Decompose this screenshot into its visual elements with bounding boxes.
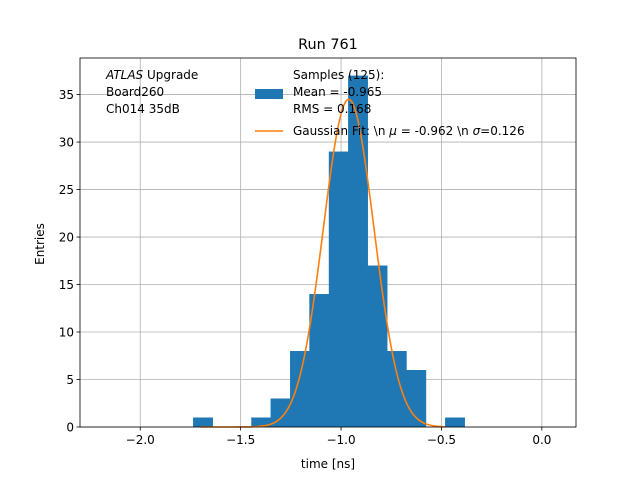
histogram-bar	[290, 351, 310, 427]
legend-histogram-label: Samples (125):	[293, 68, 384, 82]
y-tick-label: 0	[66, 421, 74, 435]
histogram-bar	[386, 351, 407, 427]
x-tick-label: −0.5	[427, 433, 456, 447]
x-tick-label: −1.5	[226, 433, 255, 447]
annotation-italic: ATLAS	[105, 68, 144, 82]
histogram-bar	[348, 75, 368, 428]
legend-fit-label-part: μ	[388, 124, 397, 138]
histogram-bar	[251, 417, 272, 427]
x-axis-label: time [ns]	[301, 457, 355, 471]
legend-histogram-label: RMS = 0.168	[293, 102, 371, 116]
annotation-text: Ch014 35dB	[106, 102, 180, 116]
y-tick-label: 20	[59, 231, 74, 245]
histogram-bar	[445, 417, 465, 427]
histogram-bar	[309, 294, 330, 427]
y-tick-label: 15	[59, 278, 74, 292]
annotation-rest: Board260	[106, 85, 164, 99]
y-tick-label: 35	[59, 88, 74, 102]
plot-area: −2.0 −1.5 −1.0 −0.5 0.0 0 5 10 15 20 25 30 35 ATLAS U…	[59, 57, 577, 447]
histogram-bar	[367, 265, 388, 427]
legend-fit-label-part: = -0.962 \n	[397, 124, 473, 138]
annotation-text: Board260	[106, 85, 164, 99]
y-tick-label: 25	[59, 183, 74, 197]
legend-fit-label-part: Gaussian Fit: \n	[293, 124, 389, 138]
histogram-bar	[270, 398, 291, 427]
histogram-bar	[328, 151, 349, 428]
legend-fit-label: Gaussian Fit: \n μ = -0.962 \n σ=0.126	[293, 124, 525, 138]
annotation-rest: Ch014 35dB	[106, 102, 180, 116]
x-tick-label: 0.0	[532, 433, 551, 447]
axes-frame	[79, 57, 577, 428]
annotation-text: ATLAS Upgrade	[105, 68, 198, 82]
y-tick-label: 30	[59, 136, 74, 150]
annotation-rest: Upgrade	[143, 68, 198, 82]
chart-title: Run 761	[298, 37, 358, 53]
histogram-bar	[193, 417, 213, 427]
y-axis-label: Entries	[33, 223, 47, 265]
y-tick-label: 5	[66, 373, 74, 387]
legend-fit-label-part: =0.126	[480, 124, 524, 138]
x-tick-label: −1.0	[326, 433, 355, 447]
x-tick-label: −2.0	[126, 433, 155, 447]
legend-fit-label-part: σ	[473, 124, 481, 138]
legend-histogram-swatch	[255, 89, 283, 99]
legend-histogram-label: Mean = -0.965	[293, 85, 382, 99]
y-tick-label: 10	[59, 326, 74, 340]
